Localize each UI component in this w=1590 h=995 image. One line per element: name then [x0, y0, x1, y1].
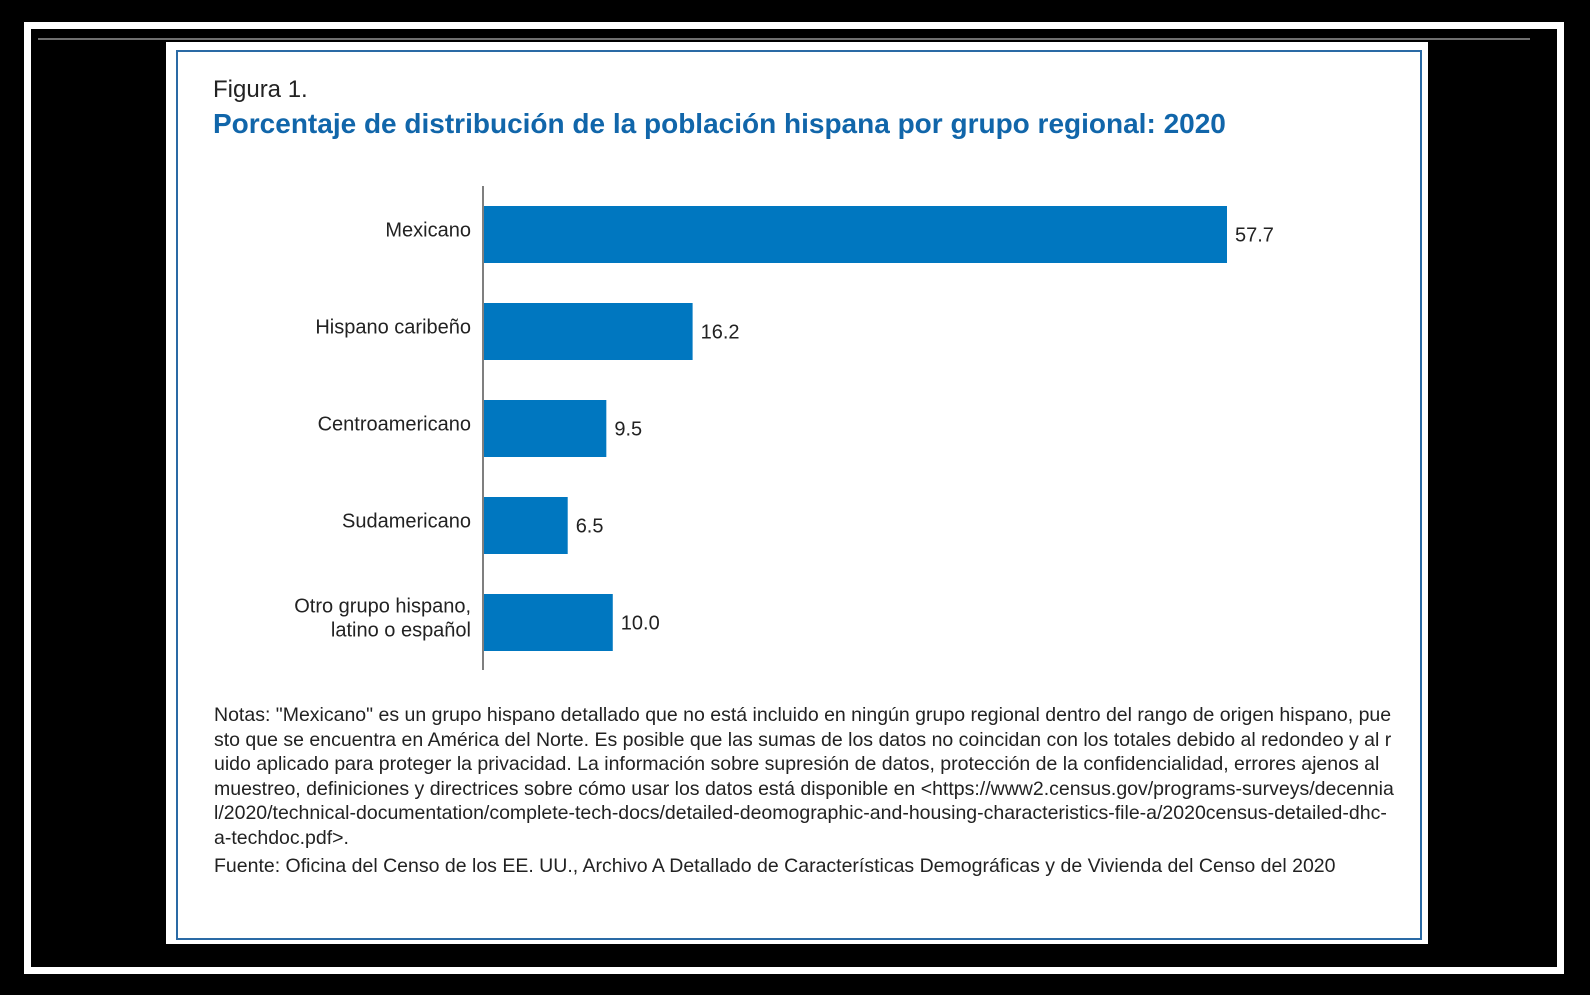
category-label: Centroamericano [318, 414, 471, 436]
category-label: Hispano caribeño [315, 317, 471, 339]
bar [484, 497, 568, 554]
category-label: latino o español [331, 620, 471, 642]
source-text: Fuente: Oficina del Censo de los EE. UU.… [214, 855, 1336, 877]
notes-text: Notas: "Mexicano" es un grupo hispano de… [214, 704, 1394, 849]
figure-frame [176, 50, 1422, 940]
top-divider [38, 38, 1530, 40]
bar [484, 400, 607, 457]
bar [484, 206, 1227, 263]
figure-label: Figura 1. [213, 76, 308, 103]
category-label: Sudamericano [342, 511, 471, 533]
bar-value-label: 9.5 [614, 419, 642, 441]
bar-value-label: 57.7 [1235, 225, 1274, 247]
bar [484, 303, 693, 360]
bar [484, 594, 613, 651]
chart-title: Porcentaje de distribución de la poblaci… [213, 108, 1226, 139]
notes-block: Notas: "Mexicano" es un grupo hispano de… [214, 703, 1394, 879]
figure-panel [166, 42, 1428, 944]
category-label: Mexicano [385, 220, 471, 242]
bars-layer: 57.7 Mexicano 16.2 Hispano caribeño 9.5 Centr… [294, 206, 1274, 651]
bar-value-label: 6.5 [576, 516, 604, 538]
bar-chart: 57.7 Mexicano 16.2 Hispano caribeño 9.5 Centr… [294, 186, 1274, 670]
bar-value-label: 16.2 [701, 322, 740, 344]
bar-value-label: 10.0 [621, 613, 660, 635]
category-label: Otro grupo hispano, [294, 596, 471, 618]
